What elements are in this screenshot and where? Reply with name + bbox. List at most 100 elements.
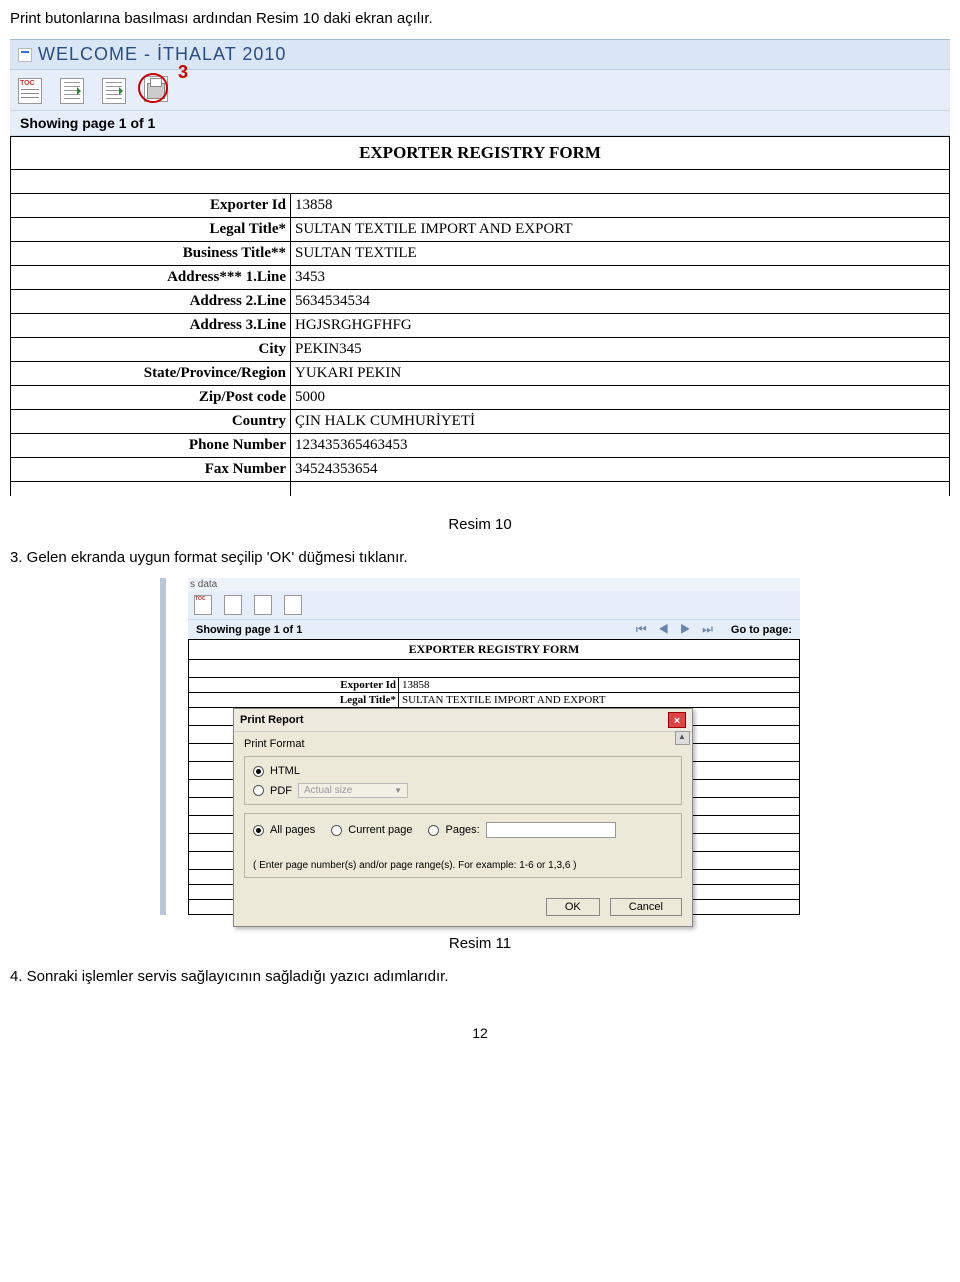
form-row: Legal Title*SULTAN TEXTILE IMPORT AND EX… [11, 218, 949, 242]
select-value: Actual size [304, 785, 352, 796]
chevron-down-icon: ▼ [394, 786, 402, 795]
form-spacer [11, 170, 949, 194]
print-icon[interactable] [284, 595, 302, 615]
form-row: Phone Number123435365463453 [11, 434, 949, 458]
cancel-button[interactable]: Cancel [610, 898, 682, 916]
form-row: Zip/Post code5000 [11, 386, 949, 410]
form-row: Address*** 1.Line3453 [11, 266, 949, 290]
form-value: SULTAN TEXTILE IMPORT AND EXPORT [291, 218, 949, 241]
form-value: 5634534534 [291, 290, 949, 313]
pages-input[interactable] [486, 822, 616, 838]
form-label: City [11, 338, 291, 361]
form-area: EXPORTER REGISTRY FORM Exporter Id13858 … [10, 136, 950, 496]
nav-arrows-icon[interactable]: ⏮ ◀ ▶ ⏭ [636, 622, 717, 637]
dialog-body: Print Format HTML PDF Actual size [234, 732, 692, 890]
form-value: 3453 [291, 266, 949, 289]
close-icon[interactable]: × [668, 712, 686, 728]
title-sep: - [138, 44, 157, 64]
form-value: 13858 [399, 678, 799, 692]
form-row: Exporter Id13858 [11, 194, 949, 218]
form-row: State/Province/RegionYUKARI PEKIN [11, 362, 949, 386]
dialog-titlebar: Print Report × [234, 709, 692, 732]
form-row: Legal Title*SULTAN TEXTILE IMPORT AND EX… [189, 693, 799, 708]
form-area-small: EXPORTER REGISTRY FORM Exporter Id13858 … [188, 639, 800, 915]
form-label: Legal Title* [11, 218, 291, 241]
radio-icon[interactable] [331, 825, 342, 836]
dialog-title: Print Report [240, 714, 304, 726]
pager-text: Showing page 1 of 1 [10, 111, 950, 136]
radio-current-page[interactable]: Current page [331, 824, 412, 836]
doc-text-top: Print butonlarına basılması ardından Res… [10, 10, 950, 27]
radio-label: PDF [270, 785, 292, 797]
pager-small: Showing page 1 of 1 ⏮ ◀ ▶ ⏭ Go to page: [188, 620, 800, 639]
radio-icon[interactable] [253, 785, 264, 796]
radio-label: Pages: [445, 824, 479, 836]
form-value: 5000 [291, 386, 949, 409]
form-label: Address 3.Line [11, 314, 291, 337]
form-label: Zip/Post code [11, 386, 291, 409]
doc-text-mid: 3. Gelen ekranda uygun format seçilip 'O… [10, 549, 950, 566]
doc-text-bottom: 4. Sonraki işlemler servis sağlayıcının … [10, 968, 950, 985]
ok-button[interactable]: OK [546, 898, 600, 916]
form-title: EXPORTER REGISTRY FORM [11, 137, 949, 170]
radio-icon[interactable] [253, 825, 264, 836]
export-icon[interactable] [60, 78, 84, 104]
toc-icon[interactable] [194, 595, 212, 615]
toolbar: 3 [10, 70, 950, 111]
radio-pdf[interactable]: PDF Actual size ▼ [253, 783, 408, 798]
print-format-label: Print Format [244, 738, 682, 750]
window-welcome: WELCOME - İTHALAT 2010 3 Showing page 1 … [10, 39, 950, 496]
page-number: 12 [10, 1025, 950, 1041]
form-label: Country [11, 410, 291, 433]
sdata-label: s data [188, 578, 800, 591]
form-label: Phone Number [11, 434, 291, 457]
pages-hint: ( Enter page number(s) and/or page range… [253, 860, 673, 871]
form-value: ÇIN HALK CUMHURİYETİ [291, 410, 949, 433]
radio-html[interactable]: HTML [253, 765, 300, 777]
export-data-icon[interactable] [102, 78, 126, 104]
dialog-buttons: OK Cancel [234, 890, 692, 926]
form-value: PEKIN345 [291, 338, 949, 361]
form-value: HGJSRGHGFHFG [291, 314, 949, 337]
window-icon [18, 48, 32, 62]
form-row-partial [11, 482, 949, 496]
form-value: SULTAN TEXTILE IMPORT AND EXPORT [399, 693, 799, 707]
form-label: State/Province/Region [11, 362, 291, 385]
window-title: WELCOME - İTHALAT 2010 [38, 44, 286, 65]
form-label: Exporter Id [11, 194, 291, 217]
form-row: Fax Number34524353654 [11, 458, 949, 482]
callout-number: 3 [178, 62, 188, 83]
goto-label: Go to page: [731, 624, 792, 636]
form-row: Exporter Id13858 [189, 678, 799, 693]
window-print-dialog: s data Showing page 1 of 1 ⏮ ◀ ▶ ⏭ Go to… [160, 578, 800, 915]
scroll-up-icon[interactable] [675, 731, 690, 745]
print-dialog: Print Report × Print Format HTML [233, 708, 693, 927]
form-value: SULTAN TEXTILE [291, 242, 949, 265]
caption-resim11: Resim 11 [10, 935, 950, 952]
form-row: Address 2.Line5634534534 [11, 290, 949, 314]
radio-all-pages[interactable]: All pages [253, 824, 315, 836]
export-icon[interactable] [224, 595, 242, 615]
print-button-callout: 3 [144, 76, 174, 106]
form-label: Exporter Id [189, 678, 399, 692]
title-ithalat: İTHALAT 2010 [157, 44, 286, 64]
radio-pages-custom[interactable]: Pages: [428, 822, 615, 838]
form-label: Address 2.Line [11, 290, 291, 313]
form-row: Address 3.LineHGJSRGHGFHFG [11, 314, 949, 338]
radio-label: All pages [270, 824, 315, 836]
window-titlebar: WELCOME - İTHALAT 2010 [10, 40, 950, 70]
radio-label: Current page [348, 824, 412, 836]
caption-resim10: Resim 10 [10, 516, 950, 533]
form-row: CityPEKIN345 [11, 338, 949, 362]
radio-icon[interactable] [253, 766, 264, 777]
form-label: Address*** 1.Line [11, 266, 291, 289]
radio-label: HTML [270, 765, 300, 777]
title-welcome: WELCOME [38, 44, 138, 64]
export-data-icon[interactable] [254, 595, 272, 615]
toc-icon[interactable] [18, 78, 42, 104]
radio-icon[interactable] [428, 825, 439, 836]
form-value: 13858 [291, 194, 949, 217]
form-value: YUKARI PEKIN [291, 362, 949, 385]
format-group: HTML PDF Actual size ▼ [244, 756, 682, 805]
form-label: Fax Number [11, 458, 291, 481]
